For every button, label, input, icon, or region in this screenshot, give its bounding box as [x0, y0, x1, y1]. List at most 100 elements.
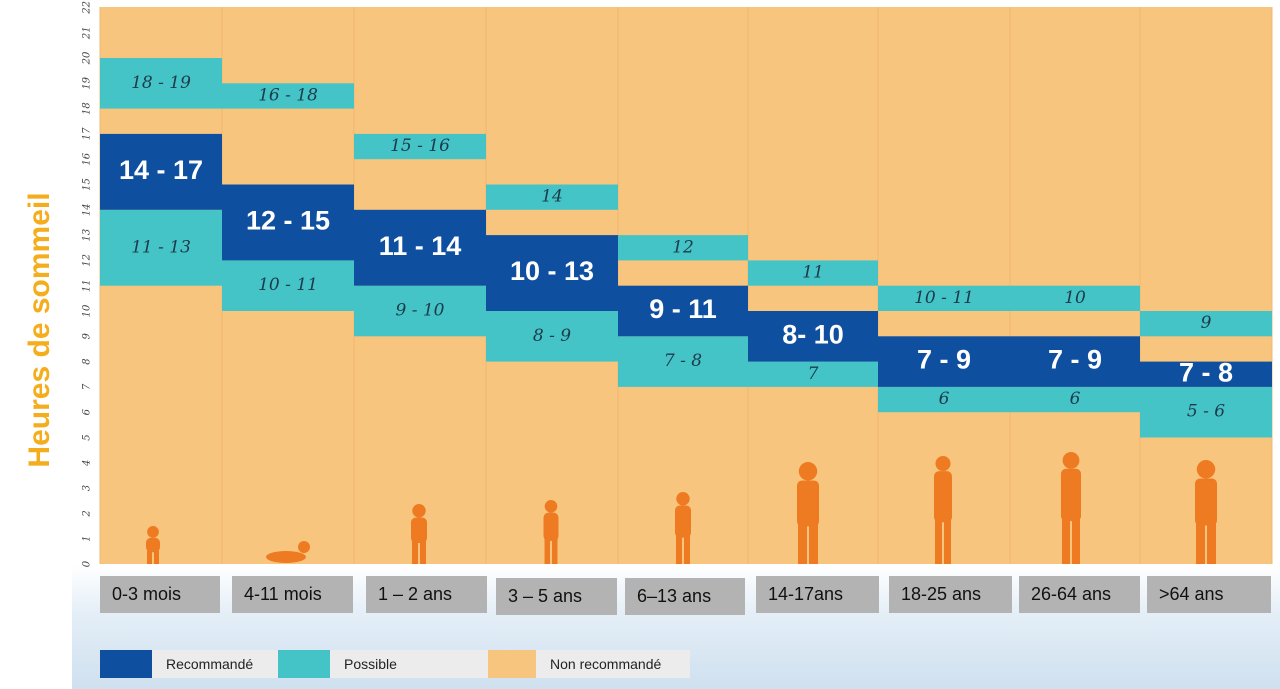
x-category-label: 3 – 5 ans: [496, 578, 617, 615]
x-category-label: >64 ans: [1147, 576, 1271, 613]
x-category-label: 6–13 ans: [625, 578, 745, 615]
y-tick-label: 14: [82, 203, 93, 216]
person-leg-silhouette-icon: [420, 540, 426, 564]
possible-label-upper: 12: [672, 237, 694, 257]
possible-bar-upper: [222, 83, 354, 109]
recommended-bar: [222, 184, 354, 261]
person-head-silhouette-icon: [1196, 460, 1216, 479]
y-tick-label: 9: [82, 332, 93, 339]
y-tick-label: 4: [82, 460, 93, 467]
person-leg-silhouette-icon: [1196, 521, 1205, 564]
possible-label-upper: 16 - 18: [258, 85, 318, 105]
recommended-bar: [354, 209, 486, 286]
x-category-label: 18-25 ans: [889, 576, 1012, 613]
person-leg-silhouette-icon: [1062, 516, 1070, 564]
legend-label-recommended: Recommandé: [152, 650, 278, 678]
y-tick-label: 18: [82, 102, 93, 115]
possible-label-lower: 11 - 13: [131, 237, 191, 257]
person-leg-silhouette-icon: [154, 550, 159, 564]
person-leg-silhouette-icon: [798, 522, 807, 564]
person-head-silhouette-icon: [676, 492, 690, 506]
recommended-bar: [100, 133, 222, 210]
possible-label-upper: 18 - 19: [131, 73, 191, 93]
recommended-bar: [878, 336, 1010, 387]
recommended-bar: [1010, 336, 1140, 387]
y-tick-label: 22: [82, 1, 93, 15]
possible-bar-lower: [100, 209, 222, 286]
y-tick-label: 16: [82, 152, 93, 165]
person-leg-silhouette-icon: [1072, 516, 1080, 564]
possible-bar-upper: [1010, 285, 1140, 311]
y-tick-label: 6: [82, 408, 93, 415]
baby-crawling-silhouette-icon: [266, 551, 306, 563]
possible-label-lower: 6: [939, 389, 950, 409]
legend-swatch-not-recommended: [488, 650, 536, 678]
person-body-silhouette-icon: [934, 471, 952, 523]
y-tick-label: 12: [82, 254, 93, 267]
possible-label-lower: 5 - 6: [1187, 402, 1225, 422]
recommended-label: 7 - 9: [917, 345, 971, 375]
x-category-label: 0-3 mois: [100, 576, 220, 613]
recommended-label: 9 - 11: [649, 294, 717, 324]
possible-bar-lower: [1140, 386, 1272, 438]
possible-label-upper: 9: [1201, 313, 1212, 333]
legend-swatch-recommended: [100, 650, 152, 678]
legend-label-possible: Possible: [330, 650, 488, 678]
possible-bar-upper: [878, 285, 1010, 311]
recommended-bar: [748, 311, 878, 362]
possible-bar-lower: [618, 336, 748, 387]
possible-bar-lower: [354, 285, 486, 337]
recommended-label: 12 - 15: [246, 206, 330, 236]
recommended-label: 10 - 13: [510, 256, 594, 286]
x-category-label: 4-11 mois: [232, 576, 353, 613]
y-tick-label: 8: [82, 358, 93, 364]
recommended-bar: [486, 235, 618, 311]
y-tick-label: 13: [82, 229, 93, 242]
possible-bar-lower: [486, 311, 618, 362]
legend-label-not-recommended: Non recommandé: [536, 650, 690, 678]
possible-bar-upper: [618, 235, 748, 261]
y-tick-label: 0: [82, 560, 93, 567]
recommended-bar: [618, 285, 748, 337]
possible-label-upper: 10: [1064, 288, 1086, 308]
person-body-silhouette-icon: [1195, 478, 1217, 526]
possible-label-upper: 11: [802, 263, 824, 283]
person-leg-silhouette-icon: [676, 534, 682, 564]
legend-swatch-possible: [278, 650, 330, 678]
y-tick-label: 15: [82, 178, 93, 191]
y-tick-label: 21: [82, 26, 93, 40]
possible-label-lower: 9 - 10: [396, 301, 445, 321]
person-head-silhouette-icon: [1062, 452, 1080, 469]
possible-label-upper: 14: [541, 187, 563, 207]
possible-bar-lower: [878, 386, 1010, 413]
y-tick-label: 19: [82, 76, 93, 89]
possible-bar-lower: [222, 260, 354, 311]
x-category-label: 26-64 ans: [1019, 576, 1140, 613]
person-body-silhouette-icon: [1061, 468, 1081, 522]
person-leg-silhouette-icon: [544, 538, 550, 564]
possible-bar-lower: [1010, 386, 1140, 413]
y-tick-label: 7: [82, 383, 93, 390]
person-leg-silhouette-icon: [1207, 521, 1216, 564]
possible-label-lower: 7 - 8: [664, 351, 702, 371]
possible-bar-upper: [486, 184, 618, 210]
possible-label-upper: 10 - 11: [914, 288, 974, 308]
y-axis-strip: [72, 7, 100, 564]
x-category-label: 1 – 2 ans: [366, 576, 487, 613]
person-leg-silhouette-icon: [147, 550, 152, 564]
person-body-silhouette-icon: [543, 512, 559, 541]
person-leg-silhouette-icon: [684, 534, 690, 564]
y-tick-label: 5: [82, 434, 93, 440]
y-tick-label: 11: [82, 279, 93, 292]
possible-bar-upper: [100, 58, 222, 109]
baby-head-silhouette-icon: [298, 541, 310, 553]
recommended-label: 7 - 9: [1048, 345, 1102, 375]
recommended-label: 11 - 14: [379, 231, 462, 261]
person-body-silhouette-icon: [146, 537, 160, 553]
person-body-silhouette-icon: [675, 505, 691, 538]
y-tick-label: 1: [82, 536, 93, 542]
y-tick-label: 17: [82, 127, 93, 140]
y-tick-label: 3: [82, 485, 93, 491]
y-tick-label: 2: [82, 510, 93, 517]
